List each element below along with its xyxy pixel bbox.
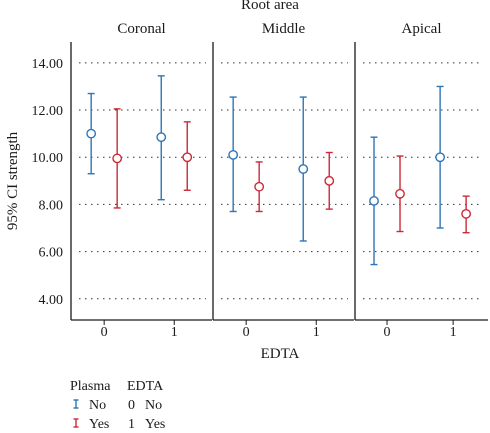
x-tick-label: 0 <box>243 325 250 340</box>
mean-point <box>461 208 472 219</box>
error-bar-coronal-edta1-plasma-no <box>156 75 167 201</box>
legend-edta-label: Yes <box>145 417 165 432</box>
x-tick-label: 1 <box>171 325 178 340</box>
mean-point <box>435 152 446 163</box>
legend: Plasma EDTA No 0 No Yes 1 Yes <box>70 379 165 432</box>
legend-edta-code: 1 <box>128 417 135 432</box>
mean-point <box>324 175 335 186</box>
legend-rows: No 0 No Yes 1 Yes <box>73 398 165 432</box>
y-tick-label: 10.00 <box>32 151 64 166</box>
error-bar-coronal-edta0-plasma-no <box>86 92 97 175</box>
mean-point <box>156 132 167 143</box>
x-tick-label: 1 <box>313 325 320 340</box>
error-bar-apical-edta1-plasma-yes <box>461 195 472 234</box>
x-tick-label: 1 <box>450 325 457 340</box>
error-bar-coronal-edta1-plasma-yes <box>182 121 193 191</box>
error-bar-apical-edta0-plasma-no <box>369 136 379 266</box>
error-bar-apical-edta1-plasma-no <box>435 85 446 229</box>
legend-edta-code: 0 <box>128 398 135 413</box>
error-bar-middle-edta1-plasma-yes <box>324 151 335 210</box>
error-bar-coronal-edta0-plasma-yes <box>112 108 123 209</box>
mean-point <box>369 195 379 206</box>
facet-label: Middle <box>262 21 306 37</box>
y-tick-label: 4.00 <box>39 293 64 308</box>
error-bar-middle-edta1-plasma-no <box>298 96 309 242</box>
y-axis-label: 95% CI strength <box>5 131 21 230</box>
x-axis-label: EDTA <box>261 346 300 362</box>
mean-point <box>395 188 405 199</box>
y-tick-label: 14.00 <box>32 57 64 72</box>
error-bar-apical-edta0-plasma-yes <box>395 155 405 233</box>
mean-point <box>254 181 265 192</box>
error-bar-middle-edta0-plasma-yes <box>254 161 265 213</box>
legend-plasma-label: No <box>89 398 106 413</box>
x-tick-label: 0 <box>384 325 391 340</box>
gridlines <box>79 62 482 300</box>
error-bar-middle-edta0-plasma-no <box>228 96 239 213</box>
y-tick-label: 12.00 <box>32 104 64 119</box>
mean-point <box>298 164 309 174</box>
y-tick-label: 6.00 <box>39 246 64 261</box>
y-axis-ticks: 4.00 6.00 8.00 10.00 12.00 14.00 <box>32 57 64 308</box>
x-tick-label: 0 <box>101 325 108 340</box>
mean-point <box>182 152 193 163</box>
chart-title: Root area <box>241 0 299 13</box>
mean-point <box>112 153 123 164</box>
facet-labels: Coronal Middle Apical <box>117 21 441 37</box>
error-bars <box>86 75 472 266</box>
legend-row-yes: Yes 1 Yes <box>73 417 165 432</box>
legend-header-edta: EDTA <box>127 379 164 394</box>
x-axis-ticks: 0 1 0 1 0 1 <box>101 320 457 340</box>
panel-frames <box>70 42 488 321</box>
facet-label: Apical <box>402 21 442 37</box>
mean-point <box>228 149 239 160</box>
legend-row-no: No 0 No <box>73 398 162 413</box>
mean-point <box>86 128 97 139</box>
legend-edta-label: No <box>145 398 162 413</box>
facet-label: Coronal <box>117 21 165 37</box>
y-tick-label: 8.00 <box>39 198 64 213</box>
legend-header-plasma: Plasma <box>70 379 111 394</box>
legend-plasma-label: Yes <box>89 417 109 432</box>
